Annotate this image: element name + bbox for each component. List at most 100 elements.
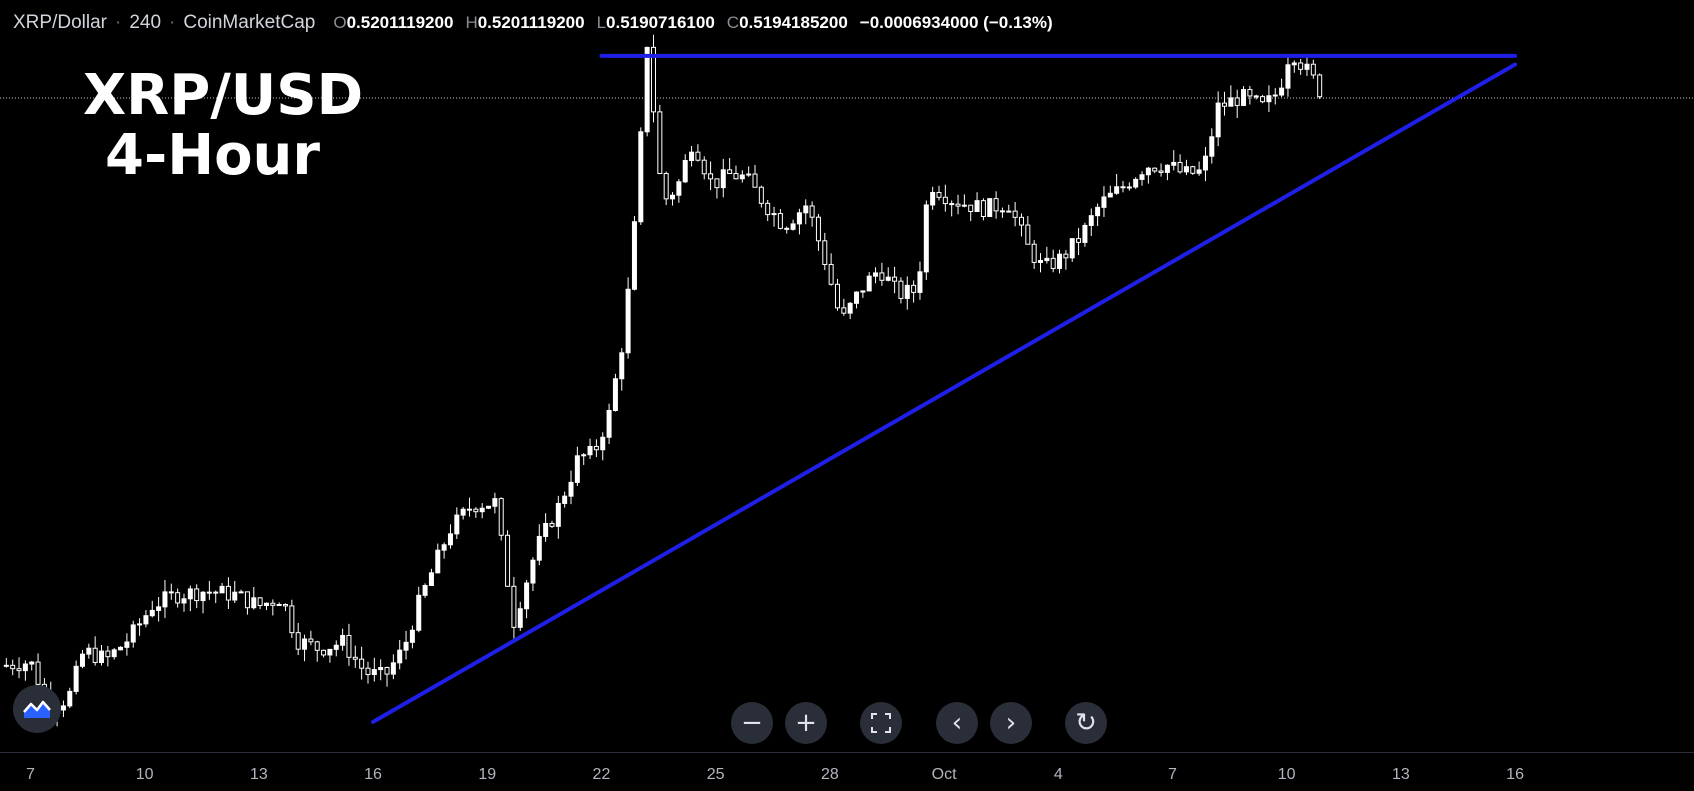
candle-up <box>1114 186 1120 194</box>
candle-up <box>644 46 650 133</box>
candle-down <box>765 202 771 216</box>
legend-separator-2: · <box>169 12 176 33</box>
candle-up <box>79 653 85 667</box>
scroll-left-button[interactable]: ‹ <box>936 702 978 744</box>
candle-down <box>365 667 371 676</box>
candle-down <box>993 198 999 212</box>
series-legend: XRP/Dollar · 240 · CoinMarketCap O0.5201… <box>13 10 1053 36</box>
candle-down <box>1317 74 1323 98</box>
tradingview-logo-icon <box>23 700 51 718</box>
candle-up <box>1209 136 1215 157</box>
candle-up <box>371 669 377 676</box>
tradingview-logo-button[interactable] <box>13 685 61 733</box>
candle-up <box>333 644 339 650</box>
candle-up <box>536 535 542 561</box>
ascending-support-trendline[interactable] <box>371 62 1518 724</box>
candle-up <box>543 523 549 537</box>
chart-subtitle: 4-Hour <box>105 123 321 188</box>
candle-down <box>168 591 174 594</box>
candle-up <box>1101 196 1107 208</box>
candle-up <box>917 271 923 293</box>
zoom-out-button[interactable]: − <box>731 702 773 744</box>
legend-open-value: 0.5201119200 <box>346 13 454 32</box>
candle-down <box>511 585 517 628</box>
candle-down <box>352 656 358 660</box>
x-tick-label: 7 <box>26 766 35 783</box>
candle-down <box>1260 96 1266 103</box>
candle-up <box>847 302 853 314</box>
candle-up <box>67 690 73 707</box>
candle-up <box>441 544 447 551</box>
candle-down <box>733 173 739 180</box>
candle-up <box>612 378 618 411</box>
candle-down <box>105 650 111 658</box>
legend-open-label: O <box>333 13 347 32</box>
candle-up <box>486 505 492 509</box>
candle-down <box>359 658 365 669</box>
candle-down <box>828 263 834 285</box>
candle-down <box>1018 216 1024 226</box>
candle-down <box>1190 166 1196 174</box>
x-tick-label: 25 <box>706 766 725 783</box>
candle-up <box>302 638 308 650</box>
candle-up <box>1139 174 1145 180</box>
candle-up <box>796 212 802 225</box>
scroll-right-button[interactable]: › <box>990 702 1032 744</box>
candle-up <box>187 588 193 600</box>
candle-up <box>1196 169 1202 174</box>
candle-down <box>308 638 314 643</box>
candle-down <box>752 173 758 188</box>
reset-chart-button[interactable]: ↻ <box>1065 702 1107 744</box>
chart-title-overlay: XRP/USD 4-Hour <box>83 66 363 186</box>
candle-up <box>479 507 485 513</box>
candle-up <box>854 291 860 304</box>
legend-open: O0.5201119200 <box>333 13 453 33</box>
candle-up <box>397 649 403 664</box>
candle-up <box>682 160 688 183</box>
candle-up <box>251 597 257 609</box>
candle-up <box>974 200 980 212</box>
candle-down <box>1120 186 1126 189</box>
candle-down <box>784 227 790 230</box>
reset-icon: ↻ <box>1075 708 1097 738</box>
candle-down <box>657 111 663 175</box>
candle-down <box>505 534 511 587</box>
candle-down <box>1152 167 1158 172</box>
candle-up <box>923 204 929 273</box>
candle-up <box>1215 102 1221 138</box>
candle-up <box>1241 89 1247 106</box>
x-tick-label: 10 <box>1277 766 1296 783</box>
candle-down <box>498 498 504 536</box>
candle-up <box>422 584 428 596</box>
candle-up <box>904 284 910 299</box>
legend-change: −0.0006934000 (−0.13%) <box>859 13 1053 32</box>
trendline-group <box>371 53 1518 724</box>
zoom-in-button[interactable]: + <box>785 702 827 744</box>
candle-up <box>1126 186 1132 189</box>
candle-up <box>1279 87 1285 96</box>
candle-up <box>409 629 415 643</box>
candle-down <box>758 186 764 204</box>
candle-down <box>194 588 200 602</box>
fit-screen-button[interactable] <box>860 702 902 744</box>
candle-up <box>803 205 809 214</box>
candle-up <box>238 591 244 594</box>
legend-symbol[interactable]: XRP/Dollar <box>13 12 107 33</box>
candle-up <box>111 649 117 658</box>
x-tick-label: 10 <box>135 766 154 783</box>
candle-up <box>73 665 79 692</box>
legend-separator-1: · <box>114 12 122 33</box>
candle-down <box>346 634 352 658</box>
candle-up <box>1171 161 1177 166</box>
candle-down <box>244 591 250 609</box>
candle-down <box>898 280 904 299</box>
candle-down <box>663 173 669 200</box>
candle-down <box>1222 102 1228 107</box>
candle-up <box>403 641 409 651</box>
candle-up <box>568 481 574 497</box>
candle-down <box>727 169 733 175</box>
candle-up <box>219 585 225 594</box>
x-tick-label: 16 <box>1506 766 1524 783</box>
candle-down <box>809 205 815 218</box>
